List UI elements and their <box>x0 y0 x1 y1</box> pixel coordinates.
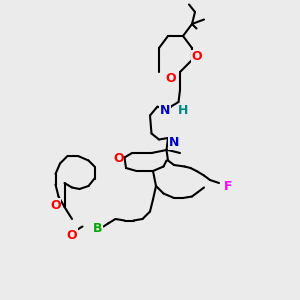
Text: O: O <box>67 229 77 242</box>
Text: O: O <box>166 71 176 85</box>
Text: F: F <box>224 179 232 193</box>
Text: H: H <box>178 104 188 118</box>
Text: O: O <box>113 152 124 166</box>
Text: N: N <box>160 104 170 118</box>
Text: O: O <box>50 199 61 212</box>
Text: N: N <box>169 136 179 149</box>
Text: B: B <box>93 221 102 235</box>
Text: O: O <box>191 50 202 64</box>
